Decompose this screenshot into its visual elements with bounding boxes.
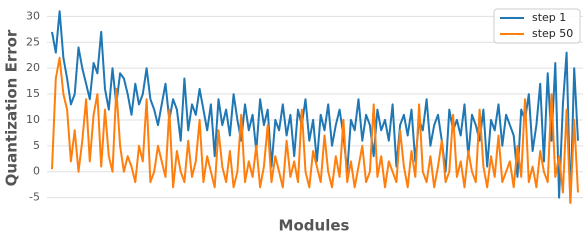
y-tick-label: 10 [26,113,40,126]
data-line [51,10,579,204]
y-tick-label: 20 [26,61,40,74]
y-tick-label: 15 [26,87,40,100]
legend: step 1 step 50 [493,8,581,44]
data-line [51,56,579,204]
y-tick-label: 25 [26,35,40,48]
x-axis-label: Modules [279,217,350,235]
y-tick-label: -5 [29,191,40,204]
page: Modules Quantization Error -5 0 5 10 15 20 25 3… [2,8,583,235]
legend-label: step 50 [532,27,573,40]
y-tick-label: 5 [33,139,40,152]
y-tick-label: 30 [26,9,40,22]
y-tick-label: 0 [33,165,40,178]
y-axis-label: Quantization Error [3,29,21,186]
chart: Modules Quantization Error -5 0 5 10 15 20 25 3… [3,8,583,235]
legend-label: step 1 [532,11,566,24]
